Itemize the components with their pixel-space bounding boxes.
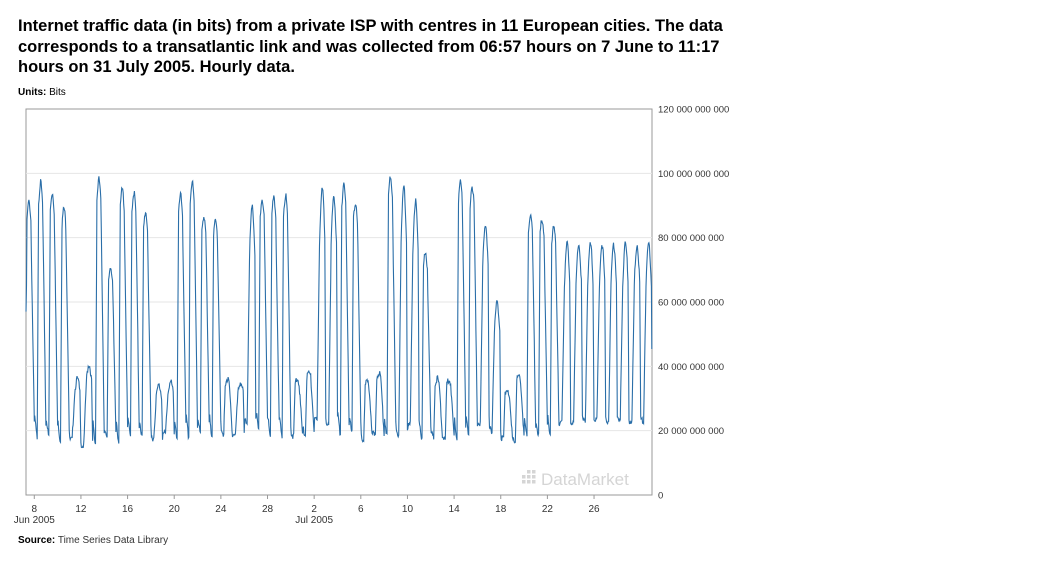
x-tick-label: 18: [495, 504, 507, 515]
x-tick-label: 12: [75, 504, 87, 515]
watermark-dot: [532, 470, 536, 474]
y-tick-label: 120 000 000 000: [658, 105, 729, 116]
x-tick-label: 6: [358, 504, 364, 515]
x-group-label: Jun 2005: [14, 515, 56, 526]
x-tick-label: 28: [262, 504, 274, 515]
y-tick-label: 60 000 000 000: [658, 298, 724, 309]
x-tick-label: 22: [542, 504, 554, 515]
x-tick-label: 8: [32, 504, 38, 515]
x-tick-label: 2: [311, 504, 317, 515]
chart-title: Internet traffic data (in bits) from a p…: [18, 17, 723, 76]
traffic-series-line: [25, 176, 653, 449]
x-tick-label: 10: [402, 504, 414, 515]
watermark-dot: [522, 480, 526, 484]
x-tick-label: 24: [215, 504, 227, 515]
y-tick-label: 0: [658, 491, 663, 502]
y-tick-label: 20 000 000 000: [658, 426, 724, 437]
source-value: Time Series Data Library: [57, 535, 169, 546]
watermark-dot: [527, 480, 531, 484]
y-tick-label: 80 000 000 000: [658, 233, 724, 244]
watermark-text: DataMarket: [541, 470, 629, 489]
watermark-dot: [527, 475, 531, 479]
x-group-label: Jul 2005: [295, 515, 333, 526]
y-axis-labels: 0 20 000 000 000 40 000 000 000 60 000 000 …: [658, 105, 729, 502]
x-tick-label: 20: [169, 504, 181, 515]
x-tick-label: 14: [449, 504, 461, 515]
units-line: Units: Bits: [18, 87, 66, 98]
datamarket-watermark: DataMarket: [522, 470, 629, 489]
source-line: Source: Time Series Data Library: [18, 535, 168, 546]
grid-lines: [26, 172, 652, 432]
y-tick-label: 100 000 000 000: [658, 169, 729, 180]
y-tick-label: 40 000 000 000: [658, 362, 724, 373]
units-value: Bits: [49, 87, 66, 98]
watermark-dot: [527, 470, 531, 474]
x-tick-label: 16: [122, 504, 134, 515]
source-label: Source:: [18, 535, 56, 546]
units-label: Units:: [18, 87, 47, 98]
watermark-dot: [532, 480, 536, 484]
x-tick-label: 26: [588, 504, 600, 515]
watermark-dot: [522, 475, 526, 479]
watermark-dot: [532, 475, 536, 479]
